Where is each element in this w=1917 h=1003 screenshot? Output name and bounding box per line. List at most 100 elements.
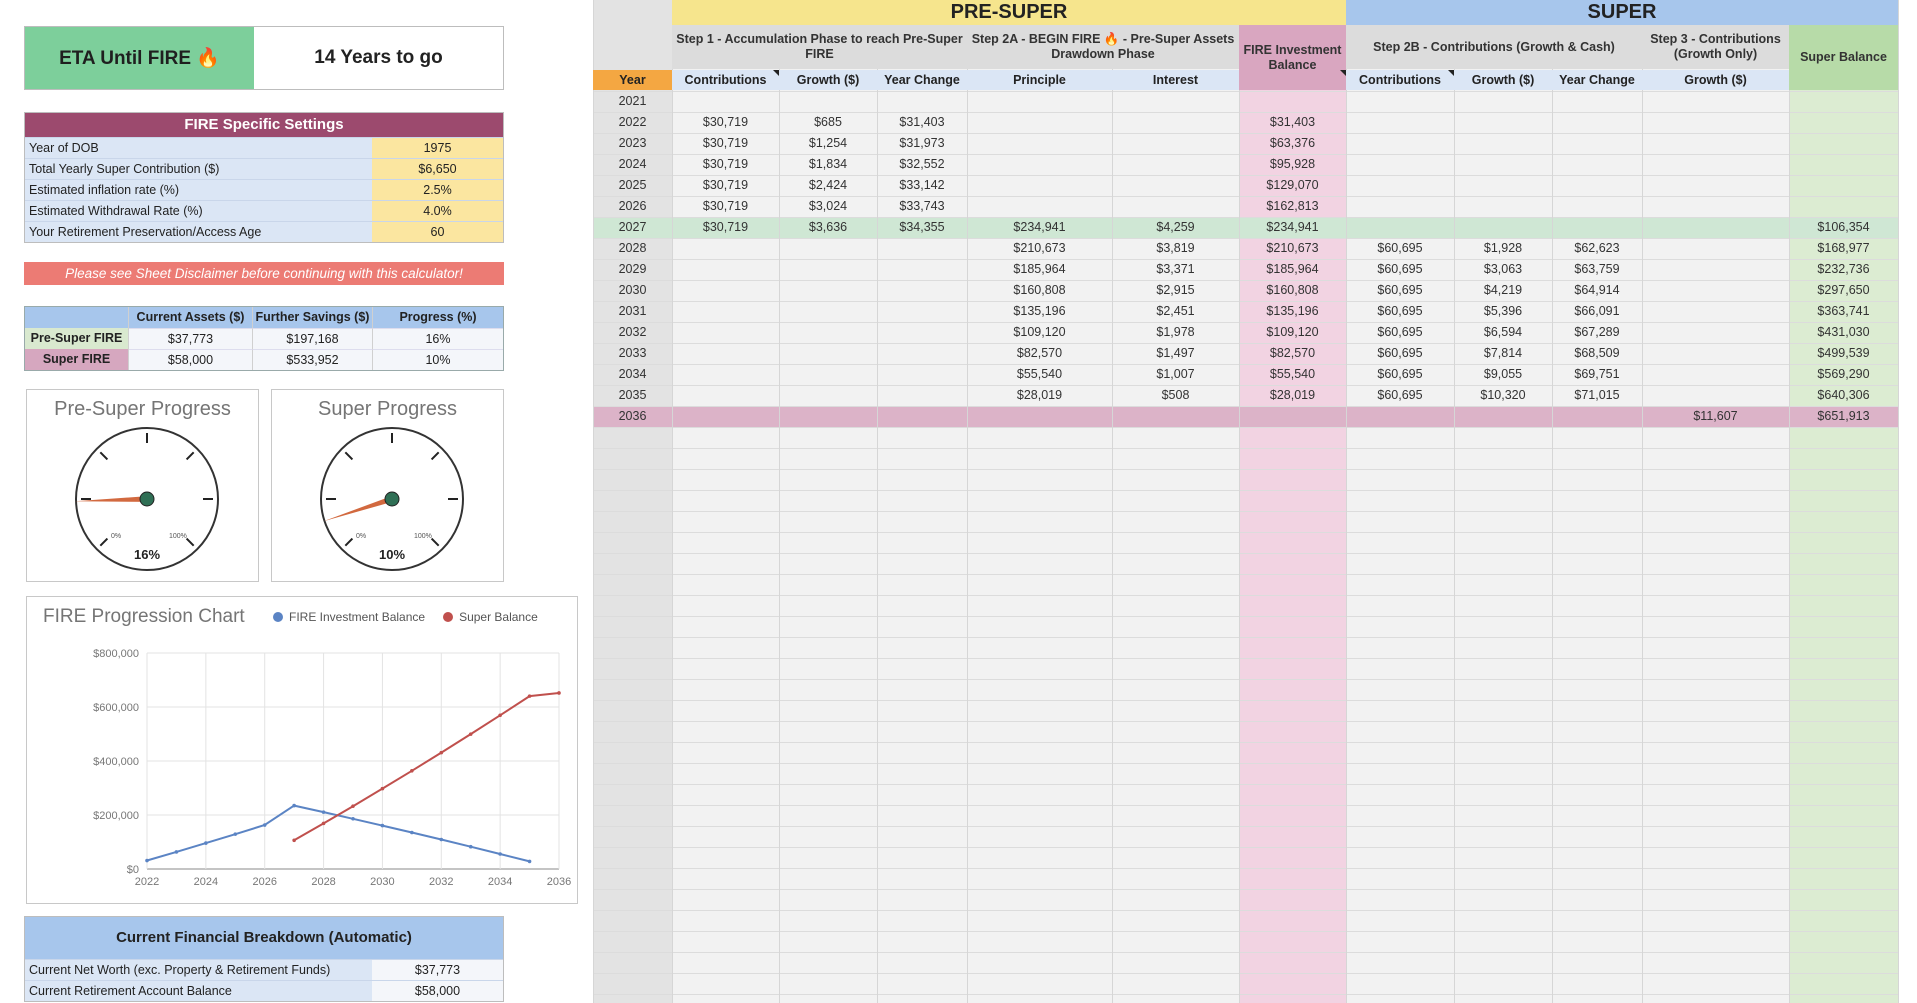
value-cell[interactable]: $62,623: [1574, 241, 1620, 255]
value-cell[interactable]: $33,142: [899, 178, 945, 192]
value-cell[interactable]: $685: [814, 115, 842, 129]
value-cell[interactable]: $109,120: [1266, 325, 1319, 339]
year-cell[interactable]: 2035: [618, 388, 647, 402]
header-cell[interactable]: Progress (%): [373, 307, 503, 328]
value-cell[interactable]: $31,403: [899, 115, 945, 129]
year-cell[interactable]: 2034: [618, 367, 647, 381]
pre-super-section-header[interactable]: PRE-SUPER: [672, 0, 1346, 25]
column-header[interactable]: Year: [593, 70, 672, 90]
value-cell[interactable]: $640,306: [1817, 388, 1870, 402]
year-cell[interactable]: 2031: [618, 304, 647, 318]
super-section-header[interactable]: SUPER: [1346, 0, 1898, 25]
value-cell[interactable]: $210,673: [1013, 241, 1066, 255]
value-cell[interactable]: $60,695: [1377, 388, 1423, 402]
year-cell[interactable]: 2025: [618, 178, 647, 192]
breakdown-label[interactable]: Current Net Worth (exc. Property & Retir…: [25, 960, 372, 980]
settings-value[interactable]: 60: [372, 222, 503, 242]
column-header[interactable]: Principle: [967, 70, 1112, 90]
value-cell[interactable]: $30,719: [702, 157, 749, 171]
cell-note-indicator[interactable]: [773, 70, 779, 76]
value-cell[interactable]: $499,539: [1817, 346, 1870, 360]
value-cell[interactable]: $11,607: [1693, 409, 1738, 423]
value-cell[interactable]: $60,695: [1377, 346, 1423, 360]
progress-cell[interactable]: 10%: [373, 349, 503, 370]
header-cell[interactable]: Further Savings ($): [253, 307, 373, 328]
value-cell[interactable]: $185,964: [1266, 262, 1319, 276]
value-cell[interactable]: $34,355: [899, 220, 945, 234]
legend-item[interactable]: FIRE Investment Balance: [273, 610, 425, 624]
value-cell[interactable]: $66,091: [1574, 304, 1620, 318]
value-cell[interactable]: $60,695: [1377, 262, 1423, 276]
value-cell[interactable]: $210,673: [1266, 241, 1319, 255]
savings-cell[interactable]: $197,168: [253, 328, 373, 349]
value-cell[interactable]: $60,695: [1377, 304, 1423, 318]
value-cell[interactable]: $1,928: [1483, 241, 1523, 255]
value-cell[interactable]: $3,371: [1156, 262, 1195, 276]
value-cell[interactable]: $2,424: [808, 178, 848, 192]
value-cell[interactable]: $234,941: [1266, 220, 1319, 234]
value-cell[interactable]: $2,451: [1156, 304, 1195, 318]
value-cell[interactable]: $168,977: [1817, 241, 1870, 255]
value-cell[interactable]: $67,289: [1574, 325, 1620, 339]
column-header[interactable]: Year Change: [877, 70, 967, 90]
year-cell[interactable]: 2026: [618, 199, 647, 213]
value-cell[interactable]: $3,024: [808, 199, 848, 213]
value-cell[interactable]: $431,030: [1817, 325, 1870, 339]
pre-super-gauge[interactable]: Pre-Super Progress 0% 100% 16%: [26, 389, 259, 582]
legend-item[interactable]: Super Balance: [443, 610, 538, 624]
year-cell[interactable]: 2033: [618, 346, 647, 360]
cell-note-indicator[interactable]: [1448, 70, 1454, 76]
value-cell[interactable]: $55,540: [1269, 367, 1316, 381]
assets-cell[interactable]: $37,773: [129, 328, 253, 349]
breakdown-value[interactable]: $58,000: [372, 981, 503, 1001]
eta-label[interactable]: ETA Until FIRE 🔥: [25, 27, 254, 89]
breakdown-label[interactable]: Current Retirement Account Balance: [25, 981, 372, 1001]
value-cell[interactable]: $363,741: [1817, 304, 1870, 318]
year-cell[interactable]: 2032: [618, 325, 647, 339]
year-cell[interactable]: 2023: [618, 136, 647, 150]
value-cell[interactable]: $3,819: [1156, 241, 1195, 255]
value-cell[interactable]: $297,650: [1817, 283, 1870, 297]
step2b-header[interactable]: Step 2B - Contributions (Growth & Cash): [1346, 25, 1642, 69]
header-cell[interactable]: [25, 307, 129, 328]
column-header[interactable]: Growth ($): [1642, 70, 1789, 90]
settings-value[interactable]: 2.5%: [372, 180, 503, 200]
fire-progression-chart[interactable]: FIRE Progression Chart FIRE Investment B…: [26, 596, 578, 904]
step1-header[interactable]: Step 1 - Accumulation Phase to reach Pre…: [672, 25, 967, 69]
settings-value[interactable]: 1975: [372, 138, 503, 158]
fire-balance-header[interactable]: FIRE Investment Balance: [1239, 25, 1346, 90]
settings-label[interactable]: Your Retirement Preservation/Access Age: [25, 222, 372, 242]
value-cell[interactable]: $60,695: [1377, 325, 1423, 339]
value-cell[interactable]: $135,196: [1266, 304, 1319, 318]
value-cell[interactable]: $69,751: [1574, 367, 1620, 381]
value-cell[interactable]: $55,540: [1016, 367, 1063, 381]
value-cell[interactable]: $60,695: [1377, 367, 1423, 381]
value-cell[interactable]: $9,055: [1483, 367, 1523, 381]
breakdown-value[interactable]: $37,773: [372, 960, 503, 980]
step3-header[interactable]: Step 3 - Contributions (Growth Only): [1642, 25, 1789, 69]
column-header[interactable]: Growth ($): [1454, 70, 1552, 90]
value-cell[interactable]: $30,719: [702, 136, 749, 150]
value-cell[interactable]: $30,719: [702, 199, 749, 213]
progress-cell[interactable]: 16%: [373, 328, 503, 349]
value-cell[interactable]: $1,007: [1156, 367, 1195, 381]
super-gauge[interactable]: Super Progress 0% 100% 10%: [271, 389, 504, 582]
value-cell[interactable]: $232,736: [1817, 262, 1870, 276]
disclaimer-banner[interactable]: Please see Sheet Disclaimer before conti…: [24, 262, 504, 285]
assets-cell[interactable]: $58,000: [129, 349, 253, 370]
row-label[interactable]: Pre-Super FIRE: [25, 328, 129, 349]
value-cell[interactable]: $63,759: [1574, 262, 1620, 276]
year-cell[interactable]: 2029: [618, 262, 647, 276]
value-cell[interactable]: $2,915: [1156, 283, 1195, 297]
eta-value[interactable]: 14 Years to go: [254, 27, 503, 89]
column-header[interactable]: Interest: [1112, 70, 1239, 90]
value-cell[interactable]: $60,695: [1377, 241, 1423, 255]
value-cell[interactable]: $30,719: [702, 178, 749, 192]
value-cell[interactable]: $508: [1161, 388, 1190, 402]
value-cell[interactable]: $162,813: [1266, 199, 1319, 213]
settings-title[interactable]: FIRE Specific Settings: [25, 113, 503, 137]
cell-note-indicator[interactable]: [1340, 70, 1346, 76]
savings-cell[interactable]: $533,952: [253, 349, 373, 370]
value-cell[interactable]: $31,973: [899, 136, 945, 150]
value-cell[interactable]: $651,913: [1817, 409, 1870, 423]
